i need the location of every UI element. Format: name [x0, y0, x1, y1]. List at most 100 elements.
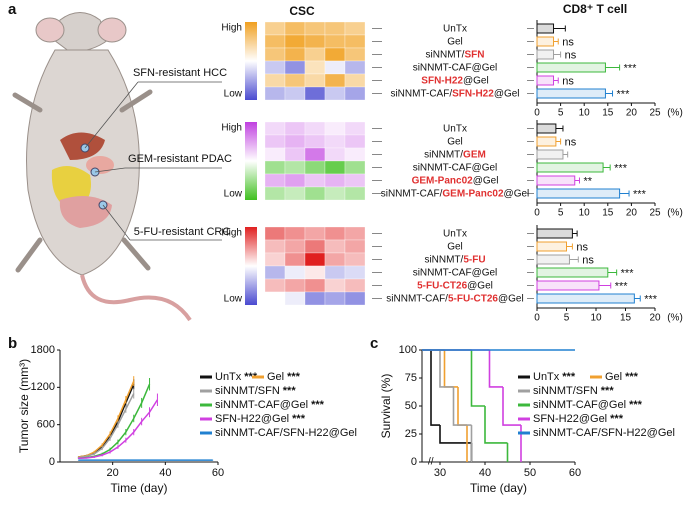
bar	[536, 267, 609, 278]
heatmap-cell	[264, 252, 286, 267]
heatmap-cell	[264, 160, 286, 175]
error-bar	[619, 190, 630, 197]
heatmap-cell	[304, 86, 326, 101]
heatmap-cell	[344, 47, 366, 62]
heatmap-cell	[324, 291, 346, 306]
legend-sig: ***	[625, 371, 639, 383]
x-tick-label: 0	[534, 313, 540, 324]
bar	[536, 175, 576, 186]
legend-entry: siNNMT-CAF@Gel ***	[533, 399, 643, 411]
x-tick-label: 25	[649, 208, 661, 219]
heatmap-cell	[304, 186, 326, 201]
bar	[536, 228, 573, 239]
heatmap-cell	[324, 47, 346, 62]
legend-name: UnTx	[215, 371, 242, 383]
color-scale	[245, 22, 257, 100]
heatmap-cell	[304, 265, 326, 280]
row-label: siNNMT-CAF@Gel	[413, 267, 498, 278]
significance: ns	[576, 241, 588, 253]
heatmap-cell	[324, 186, 346, 201]
scale-label: Low	[224, 89, 243, 100]
heatmap-cell	[344, 278, 366, 293]
heatmap-cell	[264, 47, 286, 62]
legend-entry: UnTx ***	[215, 371, 258, 383]
heatmap-cell	[324, 147, 346, 162]
row-label: Gel	[447, 36, 463, 47]
error-bar	[598, 282, 612, 289]
bar	[536, 241, 567, 252]
bar	[536, 280, 600, 291]
x-tick-label: 40	[479, 467, 491, 479]
survival-step	[443, 350, 458, 388]
heatmap-cell	[264, 121, 286, 136]
heatmap-cell	[344, 121, 366, 136]
x-tick-label: 15	[602, 208, 614, 219]
survival-step	[484, 406, 508, 444]
heatmap-cell	[284, 47, 306, 62]
legend-sig: ***	[283, 385, 297, 397]
row-label: siNNMT/SFN	[426, 49, 485, 60]
heatmap-cell	[264, 86, 286, 101]
heatmap-cell	[344, 147, 366, 162]
label-part: siNNMT-CAF@Gel	[413, 267, 498, 278]
series-line	[78, 380, 135, 458]
bar	[536, 149, 564, 160]
bar	[536, 123, 557, 134]
axis-unit: (%)	[667, 208, 683, 219]
label-part: GEM-Panc02	[412, 175, 474, 186]
label-part: Gel	[447, 36, 463, 47]
heatmap-cell	[284, 265, 306, 280]
legend-name: UnTx	[533, 371, 560, 383]
x-tick-label: 50	[524, 467, 536, 479]
legend-sig: ***	[292, 413, 306, 425]
heatmap-cell	[264, 265, 286, 280]
heatmap-cell	[304, 226, 326, 241]
error-bar	[634, 295, 641, 302]
x-tick-label: 20	[649, 313, 661, 324]
y-tick-label: 100	[399, 344, 417, 356]
x-axis-label: Time (day)	[111, 481, 168, 495]
heatmap-cell	[304, 134, 326, 149]
heatmap-cell	[264, 278, 286, 293]
error-bar	[555, 125, 564, 132]
heatmap-cell	[304, 60, 326, 75]
x-tick-label: 30	[434, 467, 446, 479]
error-bar	[603, 164, 611, 171]
bar	[536, 23, 555, 34]
legend-name: Gel	[605, 371, 622, 383]
scale-label: High	[221, 23, 242, 34]
heatmap-cell	[264, 73, 286, 88]
series-line	[78, 383, 151, 460]
label-part: @Gel	[463, 75, 489, 86]
x-tick-label: 20	[107, 467, 119, 479]
legend-entry: siNNMT/SFN ***	[215, 385, 296, 397]
label-part: 5-FU-CT26	[448, 293, 498, 304]
axis	[59, 350, 218, 463]
heatmap-cell	[264, 186, 286, 201]
x-tick-label: 20	[626, 208, 638, 219]
label-part: Gel	[447, 241, 463, 252]
heatmap-cell	[304, 173, 326, 188]
significance: ***	[644, 293, 658, 305]
survival-step	[452, 386, 472, 426]
bar	[536, 49, 555, 60]
axis-unit: (%)	[667, 313, 683, 324]
heatmap-cell	[304, 252, 326, 267]
heatmap-cell	[284, 21, 306, 36]
heatmap-cell	[344, 226, 366, 241]
significance: ns	[562, 75, 574, 87]
bar	[536, 75, 555, 86]
heatmap-cell	[324, 121, 346, 136]
x-tick-label: 40	[159, 467, 171, 479]
heatmap-cell	[264, 21, 286, 36]
heatmap-cell	[284, 160, 306, 175]
heatmap-cell	[344, 173, 366, 188]
label-part: siNNMT-CAF/	[381, 188, 443, 199]
heatmap-cell	[324, 60, 346, 75]
heatmap-cell	[264, 291, 286, 306]
row-label: siNNMT/5-FU	[424, 254, 485, 265]
y-tick-label: 50	[405, 400, 417, 412]
x-tick-label: 60	[569, 467, 581, 479]
row-label: GEM-Panc02@Gel	[412, 175, 499, 186]
heatmap-cell	[304, 121, 326, 136]
